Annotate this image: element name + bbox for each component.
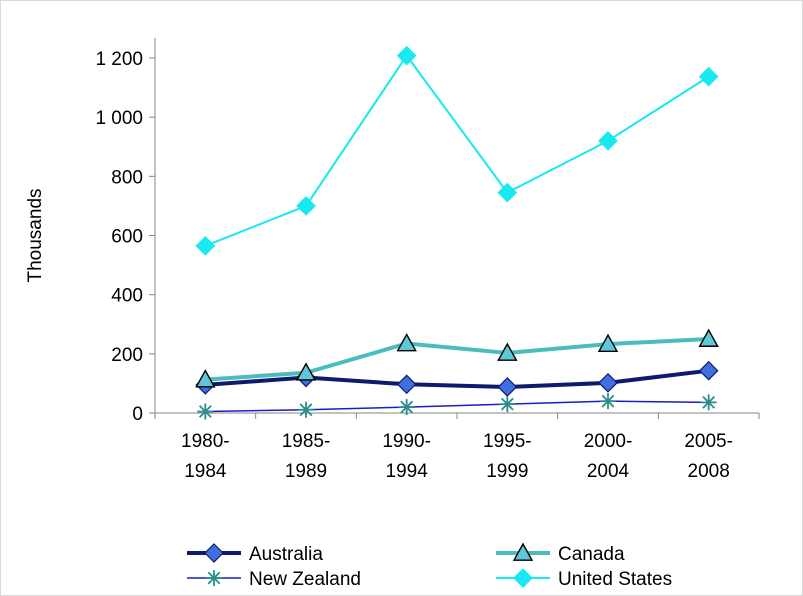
data-point-canada <box>698 328 719 347</box>
data-point-australia <box>598 372 618 393</box>
legend-label: Canada <box>558 544 625 565</box>
data-point-united-states <box>497 182 518 203</box>
data-point-united-states <box>598 130 618 151</box>
data-point-canada <box>497 342 518 361</box>
x-tick-label: 2000-2004 <box>584 431 633 482</box>
data-point-united-states <box>698 66 719 87</box>
series-line-new-zealand <box>205 400 709 413</box>
legend-item-australia: Australia <box>187 543 323 565</box>
data-point-australia <box>396 374 417 395</box>
series-line-australia <box>205 368 709 389</box>
data-point-new-zealand <box>499 396 516 413</box>
legend-marker <box>512 542 534 561</box>
data-point-australia <box>497 377 518 397</box>
legend-marker <box>206 570 222 586</box>
y-tick-label: 1 200 <box>95 49 143 70</box>
y-axis-ticks: 0 200 400 600 800 1 000 1 200 <box>95 49 155 425</box>
legend-item-canada: Canada <box>496 542 625 565</box>
legend-label: New Zealand <box>249 569 361 590</box>
legend-marker <box>204 543 224 563</box>
data-point-united-states <box>296 196 316 216</box>
y-tick-label: 0 <box>132 404 143 425</box>
data-point-canada <box>396 333 417 352</box>
x-tick-label: 1995-1999 <box>483 431 532 482</box>
y-tick-label: 200 <box>111 345 143 366</box>
x-tick-label: 2005-2008 <box>684 431 733 482</box>
axes <box>154 38 759 414</box>
series-line-united-states <box>204 54 710 247</box>
data-point-united-states <box>195 236 216 256</box>
x-axis-ticks: 1980-1984 1985-1989 1990-1994 1995-1999 2000… <box>154 413 760 482</box>
x-tick-label: 1985-1989 <box>282 431 331 482</box>
data-point-australia <box>698 360 719 381</box>
y-tick-label: 600 <box>111 227 143 248</box>
series-group <box>195 45 719 420</box>
y-axis-label: Thousands <box>25 188 46 282</box>
series-canada <box>195 328 719 388</box>
data-point-canada <box>597 333 619 352</box>
data-point-canada <box>195 369 216 388</box>
y-tick-label: 1 000 <box>95 108 143 129</box>
series-new-zealand <box>197 393 717 420</box>
data-point-new-zealand <box>197 403 214 420</box>
x-tick-label: 1990-1994 <box>382 431 431 482</box>
y-tick-label: 400 <box>111 286 143 307</box>
legend-marker <box>513 568 533 588</box>
legend-item-united-states: United States <box>496 568 672 590</box>
legend-label: Australia <box>249 544 323 565</box>
legend-label: United States <box>558 569 672 590</box>
series-australia <box>195 360 719 397</box>
legend-item-new-zealand: New Zealand <box>187 569 361 590</box>
data-point-new-zealand <box>600 393 616 410</box>
data-point-new-zealand <box>700 394 717 411</box>
series-line-canada <box>205 337 709 382</box>
data-point-canada <box>295 362 317 381</box>
y-tick-label: 800 <box>111 167 143 188</box>
data-point-new-zealand <box>398 399 415 416</box>
x-tick-label: 1980-1984 <box>181 431 230 482</box>
series-united-states <box>195 45 719 256</box>
legend: Australia Canada New Zealand United States <box>187 542 672 590</box>
data-point-new-zealand <box>298 401 314 418</box>
data-point-united-states <box>396 45 417 66</box>
